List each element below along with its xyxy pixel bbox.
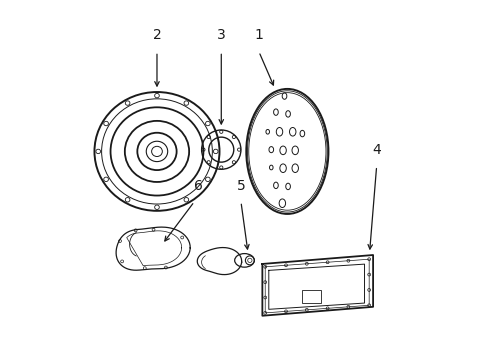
Bar [301, 290, 321, 303]
Text: 4: 4 [371, 143, 380, 157]
Text: 2: 2 [152, 28, 161, 42]
Text: 3: 3 [217, 28, 225, 42]
Text: 6: 6 [193, 179, 202, 193]
Text: 5: 5 [236, 179, 245, 193]
Text: 1: 1 [254, 28, 263, 42]
